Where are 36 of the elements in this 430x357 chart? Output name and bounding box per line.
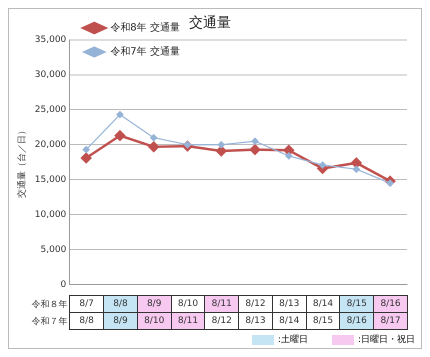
legend-label: 令和7年 交通量 bbox=[110, 46, 180, 58]
x-tick-label: 8/12 bbox=[238, 296, 272, 312]
text: 令和７年 bbox=[30, 316, 68, 328]
text: :土曜日 bbox=[278, 334, 308, 346]
y-tick-label: 20,000 bbox=[34, 140, 67, 150]
x-tick-label: 8/16 bbox=[374, 296, 408, 312]
y-tick-label: 10,000 bbox=[34, 210, 67, 220]
y-tick-label: 0 bbox=[60, 280, 67, 290]
x-tick-label: 8/13 bbox=[272, 296, 306, 312]
y-tick-label: 30,000 bbox=[34, 70, 67, 80]
text: 8/9 bbox=[104, 312, 138, 330]
text: :日曜日・祝日 bbox=[358, 334, 415, 346]
x-tick-label: 8/14 bbox=[306, 296, 340, 312]
text: 8/12 bbox=[204, 312, 239, 330]
text: 8/10 bbox=[137, 312, 172, 330]
text: 8/11 bbox=[171, 312, 205, 330]
x-tick-label: 8/7 bbox=[70, 296, 104, 312]
x-tick-label: 8/9 bbox=[137, 296, 172, 312]
x-tick-label: 8/15 bbox=[340, 296, 374, 312]
y-tick-label: 15,000 bbox=[34, 175, 67, 186]
text: 8/13 bbox=[238, 312, 272, 330]
x-tick-label: 8/10 bbox=[171, 296, 205, 312]
legend-label: 令和8年 交通量 bbox=[110, 22, 180, 34]
x-tick-label: 8/8 bbox=[104, 296, 138, 312]
text: 8/17 bbox=[374, 312, 408, 330]
y-tick-label: 25,000 bbox=[34, 105, 67, 116]
y-tick-label: 35,000 bbox=[34, 35, 67, 46]
text: 8/16 bbox=[340, 312, 374, 330]
text: 8/15 bbox=[306, 312, 340, 330]
text: 令和８年 bbox=[30, 298, 68, 312]
y-tick-label: 5,000 bbox=[40, 244, 67, 255]
x-tick-label: 8/11 bbox=[204, 296, 239, 312]
text: 8/8 bbox=[70, 312, 104, 330]
y-axis-title: 交通量（台／日） bbox=[16, 126, 28, 198]
chart-title: 交通量 bbox=[189, 15, 231, 32]
text: 8/14 bbox=[272, 312, 306, 330]
